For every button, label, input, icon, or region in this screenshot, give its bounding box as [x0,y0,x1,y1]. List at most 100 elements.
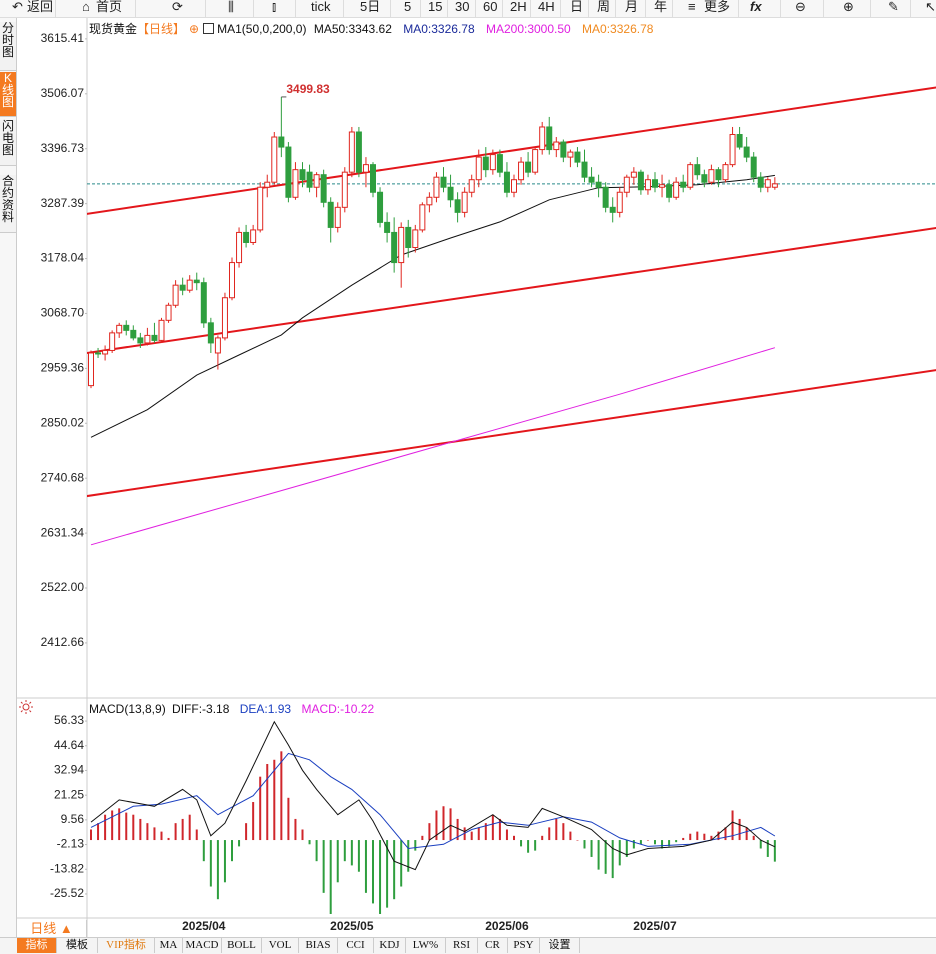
x-tick-label: 2025/04 [182,919,226,933]
toolbar-icon[interactable]: ↖ [925,0,936,14]
macd-bar [576,840,579,841]
bottom-tab[interactable]: CCI [338,938,374,953]
bottom-tab[interactable]: MACD [183,938,222,953]
toolbar-icon[interactable]: ⫾ [272,0,277,14]
toolbar-button[interactable]: 返回 [27,0,54,14]
candle-body [116,324,123,334]
macd-bar [738,818,741,841]
y-tick-label: 32.94 [54,763,84,777]
y-tick-label: 3178.04 [41,251,85,265]
toolbar-separator [253,0,254,17]
candle-body [278,136,285,148]
bottom-tab[interactable]: VIP指标 [98,938,155,953]
macd-bar [470,831,473,841]
toolbar-button[interactable]: 年 [654,0,668,14]
y-tick-label: 3287.39 [41,196,85,210]
ma-icon[interactable] [203,23,215,34]
period[interactable]: 【日线】 [137,22,186,36]
toolbar-button[interactable]: tick [311,0,331,14]
macd-bar [421,835,424,841]
ma0-label: MA0:3326.78 [582,22,654,36]
toolbar-button[interactable]: 2H [510,0,527,14]
toolbar-button[interactable]: 30 [455,0,470,14]
toolbar-icon[interactable]: ✎ [888,0,899,14]
macd-bar [745,827,748,841]
side-tab-active[interactable]: K线图 [0,72,16,117]
axes: 3615.41 3506.07 3396.73 3287.39 3178.04 3068.… [41,31,677,933]
candle-body [602,186,609,208]
candle-body [511,179,517,193]
macd-bar [527,840,530,853]
bottom-tab[interactable]: 设置 [540,938,580,953]
bottom-tab[interactable]: VOL [262,938,299,953]
toolbar-icon[interactable]: ⊖ [795,0,806,14]
macd-bar [696,831,699,841]
dea-line [90,752,776,850]
side-tab[interactable]: 分时图 [0,22,16,71]
trend-line [87,86,936,215]
period-button[interactable]: 日线 ▲ [17,920,87,937]
bottom-tab[interactable]: MA [155,938,183,953]
toolbar-icon[interactable]: ↶ [12,0,23,14]
macd-bar [668,840,671,847]
toolbar-button[interactable]: 日 [570,0,584,14]
macd-bar [181,818,184,841]
candle-body [313,174,320,188]
macd-bar [632,840,635,849]
toolbar-button[interactable]: 首页 [96,0,123,14]
toolbar-icon[interactable]: ≡ [688,0,696,14]
macd-bar [343,840,346,862]
toolbar-button[interactable]: 15 [428,0,443,14]
macd-bar [548,827,551,841]
toolbar-button[interactable]: 月 [625,0,639,14]
bottom-tab[interactable]: 指标 [17,938,57,953]
add-icon[interactable]: ⊕ [189,22,200,36]
toolbar-icon[interactable]: ⌂ [82,0,90,14]
bottom-tab[interactable]: BOLL [222,938,262,953]
toolbar-icon[interactable]: ⫼ [228,0,234,14]
candle-body [630,171,637,178]
toolbar-button[interactable]: 周 [597,0,611,14]
candle-body [489,154,496,171]
macd-bar [414,840,417,851]
toolbar-button[interactable]: fx [750,0,762,14]
candle-body [496,154,503,173]
candle-body [391,231,398,264]
toolbar-button[interactable]: 4H [538,0,555,14]
bottom-tab[interactable]: KDJ [374,938,406,953]
macd-bar [731,810,734,841]
y-tick-label: 2959.36 [41,361,85,375]
candle-body [370,164,376,193]
candle-body [447,186,454,201]
bottom-tab[interactable]: BIAS [299,938,338,953]
candle-body [546,126,553,151]
toolbar-icon[interactable]: ⊕ [843,0,854,14]
bottom-tab[interactable]: PSY [508,938,540,953]
toolbar-icon[interactable]: ⟳ [172,0,183,14]
y-tick-label: 2740.68 [41,470,85,484]
candle-body [348,131,355,173]
macd-bar [216,840,219,900]
candle-body [680,181,687,188]
y-tick-label: 3068.70 [41,306,85,320]
macd-bar [287,797,290,841]
candle-body [264,181,271,188]
candle-body [701,174,708,183]
bottom-tab[interactable]: 模板 [57,938,98,953]
toolbar-button[interactable]: 60 [483,0,498,14]
toolbar-button[interactable]: 5日 [360,0,381,14]
macd-bar [590,840,593,857]
macd-bar [611,840,614,879]
toolbar-separator [502,0,503,17]
y-tick-label: -25.52 [50,886,84,900]
price-plot [87,86,936,546]
bottom-tab[interactable]: RSI [446,938,478,953]
candle-body [200,282,207,324]
side-tab[interactable]: 合约资料 [0,175,16,233]
toolbar-button[interactable]: 更多 [704,0,731,14]
toolbar-button[interactable]: 5 [404,0,412,14]
bottom-tab[interactable]: CR [478,938,508,953]
bottom-tab[interactable]: LW% [406,938,446,953]
side-tab[interactable]: 闪电图 [0,120,16,166]
